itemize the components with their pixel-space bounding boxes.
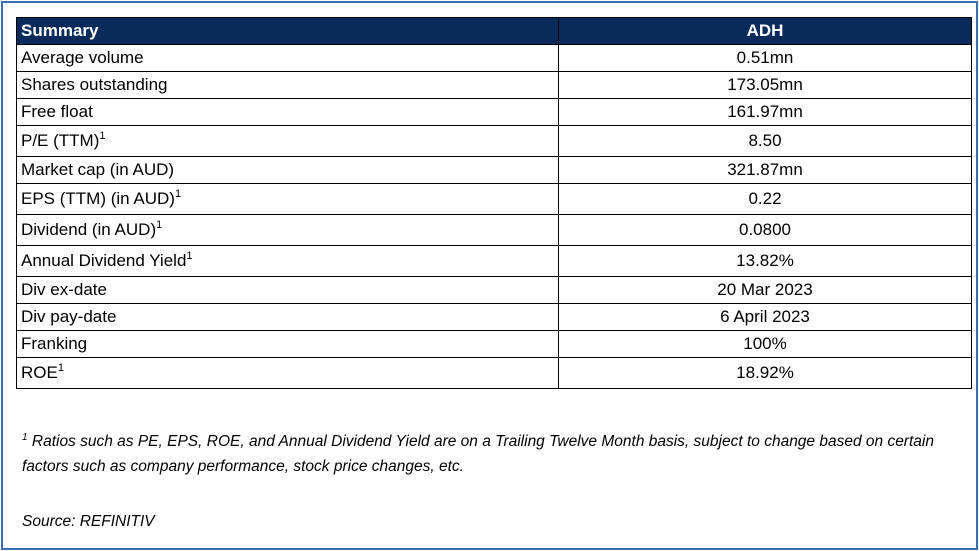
row-value: 6 April 2023 xyxy=(558,303,972,331)
row-label: EPS (TTM) (in AUD)1 xyxy=(16,183,559,215)
table-row: Div ex-date 20 Mar 2023 xyxy=(16,276,972,304)
row-value: 100% xyxy=(558,330,972,358)
row-label: Dividend (in AUD)1 xyxy=(16,214,559,246)
row-label: ROE1 xyxy=(16,357,559,389)
table-row: Free float 161.97mn xyxy=(16,98,972,126)
footnote-text: Ratios such as PE, EPS, ROE, and Annual … xyxy=(22,433,934,475)
table-row: P/E (TTM)1 8.50 xyxy=(16,125,972,157)
row-value: 8.50 xyxy=(558,125,972,157)
row-label: Div pay-date xyxy=(16,303,559,331)
row-value: 18.92% xyxy=(558,357,972,389)
row-value: 13.82% xyxy=(558,245,972,277)
row-label: Free float xyxy=(16,98,559,126)
row-value: 173.05mn xyxy=(558,71,972,99)
table-header-row: Summary ADH xyxy=(16,17,972,45)
footnote-marker: 1 xyxy=(22,432,28,443)
table-row: Market cap (in AUD) 321.87mn xyxy=(16,156,972,184)
row-label: Franking xyxy=(16,330,559,358)
header-ticker: ADH xyxy=(558,17,972,45)
footnote-marker: 1 xyxy=(156,219,163,231)
row-label: Average volume xyxy=(16,44,559,72)
table-row: Div pay-date 6 April 2023 xyxy=(16,303,972,331)
row-value: 161.97mn xyxy=(558,98,972,126)
table-row: EPS (TTM) (in AUD)1 0.22 xyxy=(16,183,972,215)
footnote: 1 Ratios such as PE, EPS, ROE, and Annua… xyxy=(22,429,962,479)
table-row: ROE1 18.92% xyxy=(16,357,972,389)
table-row: Dividend (in AUD)1 0.0800 xyxy=(16,214,972,246)
row-label: Shares outstanding xyxy=(16,71,559,99)
table-row: Franking 100% xyxy=(16,330,972,358)
table-row: Annual Dividend Yield1 13.82% xyxy=(16,245,972,277)
row-label: Div ex-date xyxy=(16,276,559,304)
row-value: 0.0800 xyxy=(558,214,972,246)
row-value: 20 Mar 2023 xyxy=(558,276,972,304)
row-label: P/E (TTM)1 xyxy=(16,125,559,157)
row-value: 0.51mn xyxy=(558,44,972,72)
table-row: Average volume 0.51mn xyxy=(16,44,972,72)
table-row: Shares outstanding 173.05mn xyxy=(16,71,972,99)
footnote-marker: 1 xyxy=(99,130,106,142)
header-summary: Summary xyxy=(16,17,559,45)
footnote-marker: 1 xyxy=(57,362,64,374)
source-note: Source: REFINITIV xyxy=(22,513,155,530)
row-value: 0.22 xyxy=(558,183,972,215)
footnote-marker: 1 xyxy=(186,250,193,262)
footnote-marker: 1 xyxy=(174,188,182,200)
row-value: 321.87mn xyxy=(558,156,972,184)
summary-table: Summary ADH Average volume 0.51mn Shares… xyxy=(16,17,972,389)
row-label: Market cap (in AUD) xyxy=(16,156,559,184)
row-label: Annual Dividend Yield1 xyxy=(16,245,559,277)
